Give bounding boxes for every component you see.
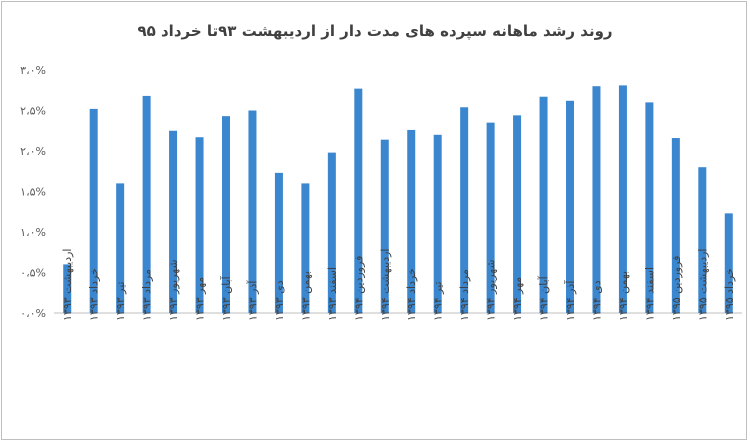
x-tick-label: آذر ۱۳۹۳ [245, 280, 259, 321]
x-tick-label: اسفند ۱۳۹۴ [643, 267, 656, 321]
x-tick-label: اسفند ۱۳۹۳ [326, 267, 339, 321]
x-tick-label: شهریور ۱۳۹۳ [167, 259, 180, 321]
x-tick-label: خرداد ۱۳۹۵ [723, 268, 736, 321]
bar [142, 95, 151, 313]
x-tick-label: شهریور ۱۳۹۴ [485, 259, 498, 321]
bar [248, 110, 257, 313]
bar [618, 85, 627, 313]
bar [327, 152, 336, 313]
bar [671, 138, 680, 313]
x-tick-label: مهر ۱۳۹۴ [511, 277, 524, 321]
bar [698, 167, 707, 313]
bar [539, 96, 548, 313]
bar [116, 183, 125, 313]
x-tick-label: مهر ۱۳۹۳ [194, 277, 207, 321]
x-tick-label: خرداد ۱۳۹۳ [88, 268, 101, 321]
bar [274, 172, 283, 313]
y-tick-label: ۱،۰% [20, 226, 46, 239]
bar [380, 139, 389, 313]
x-tick-label: دی ۱۳۹۳ [273, 280, 286, 321]
bar [592, 86, 601, 313]
bar [169, 130, 178, 313]
bar [486, 122, 495, 314]
y-tick-label: ۰،۵% [20, 267, 46, 280]
x-tick-label: تیر ۱۳۹۳ [114, 281, 127, 321]
y-tick-label: ۲،۰% [20, 145, 46, 158]
x-tick-label: خرداد ۱۳۹۴ [405, 268, 418, 321]
x-tick-label: آبان ۱۳۹۳ [219, 275, 233, 321]
x-tick-label: مرداد ۱۳۹۳ [141, 269, 154, 321]
x-tick-label: تیر ۱۳۹۴ [432, 281, 445, 321]
bar [301, 183, 310, 313]
x-tick-label: اردیبهشت ۱۳۹۵ [696, 249, 709, 321]
chart-title: روند رشد ماهانه سپرده های مدت دار از ارد… [137, 22, 613, 40]
y-tick-label: ۱،۵% [20, 186, 46, 199]
y-tick-label: ۲،۵% [20, 105, 46, 118]
bar [89, 108, 98, 313]
x-tick-label: آذر ۱۳۹۴ [563, 280, 577, 321]
bar [460, 107, 469, 313]
bar [195, 137, 204, 313]
bar [645, 102, 654, 314]
y-tick-label: ۳،۰% [20, 64, 46, 77]
x-tick-label: دی ۱۳۹۴ [590, 280, 603, 321]
bar [222, 116, 230, 313]
x-tick-label: فروردین ۱۳۹۵ [670, 256, 683, 321]
x-tick-label: مرداد ۱۳۹۴ [458, 269, 471, 321]
bar [63, 264, 72, 313]
y-tick-label: ۰،۰% [20, 307, 46, 320]
bar [566, 100, 574, 313]
x-tick-label: فروردین ۱۳۹۴ [352, 256, 365, 321]
x-tick-label: اردیبهشت ۱۳۹۳ [61, 249, 74, 321]
x-tick-label: بهمن ۱۳۹۴ [617, 271, 630, 321]
x-tick-label: اردیبهشت ۱۳۹۴ [379, 249, 392, 321]
bar [433, 134, 442, 313]
x-tick-label: آبان ۱۳۹۴ [537, 275, 551, 321]
bar [513, 115, 522, 313]
x-tick-label: بهمن ۱۳۹۳ [299, 271, 312, 321]
bar [407, 129, 416, 313]
bar [724, 213, 733, 313]
bar [354, 88, 363, 313]
